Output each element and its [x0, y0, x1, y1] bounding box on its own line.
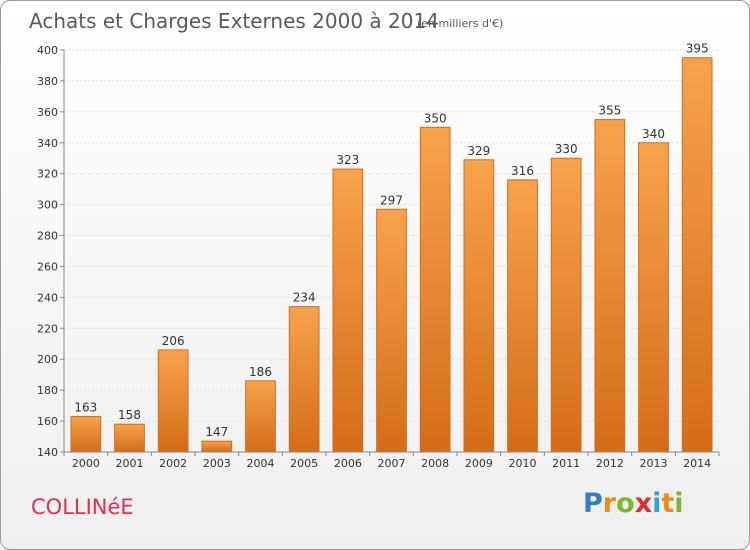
bar-2014 [681, 57, 713, 453]
x-tick-label-2000: 2000 [72, 457, 100, 470]
y-tick-label: 140 [37, 446, 58, 459]
bar-2009 [463, 159, 495, 453]
bar-2002 [157, 349, 189, 453]
value-label-2007: 297 [380, 193, 403, 207]
y-tick-label: 320 [37, 168, 58, 181]
y-tick-label: 160 [37, 415, 58, 428]
value-label-2012: 355 [598, 104, 621, 118]
x-tick-label-2011: 2011 [552, 457, 580, 470]
value-label-2001: 158 [118, 408, 141, 422]
y-tick-label: 300 [37, 199, 58, 212]
x-tick-label-2008: 2008 [421, 457, 449, 470]
value-label-2010: 316 [511, 164, 534, 178]
value-label-2009: 329 [467, 144, 490, 158]
y-tick-label: 180 [37, 384, 58, 397]
bar-2008 [419, 126, 451, 453]
bar-2000 [70, 415, 102, 453]
chart-subtitle: (en milliers d'€) [417, 17, 503, 30]
value-label-2003: 147 [205, 425, 228, 439]
chart-title: Achats et Charges Externes 2000 à 2014 [29, 9, 439, 33]
bar-2011 [550, 157, 582, 453]
x-tick-label-2001: 2001 [116, 457, 144, 470]
bar-2003 [201, 440, 233, 453]
value-label-2011: 330 [555, 142, 578, 156]
y-tick-label: 280 [37, 230, 58, 243]
bar-2007 [376, 208, 407, 453]
value-label-2000: 163 [74, 400, 97, 414]
proxiti-logo[interactable]: Proxiti [583, 488, 684, 519]
bar-2004 [245, 380, 276, 453]
y-tick-label: 360 [37, 106, 58, 119]
logo-letter: i [674, 488, 684, 519]
logo-letter: t [661, 488, 675, 519]
bar-2001 [114, 423, 145, 453]
x-tick-label-2007: 2007 [378, 457, 406, 470]
y-tick-label: 400 [37, 44, 58, 57]
x-tick-label-2003: 2003 [203, 457, 231, 470]
bar-2013 [638, 142, 669, 453]
value-label-2013: 340 [642, 127, 665, 141]
bar-2012 [594, 119, 626, 453]
logo-letter: r [602, 488, 617, 519]
value-labels: 163 158 206 147 186 234 323 297 350 329 316 330 355 3… [74, 42, 708, 439]
value-label-2008: 350 [424, 111, 447, 125]
value-label-2004: 186 [249, 365, 272, 379]
value-label-2002: 206 [162, 334, 185, 348]
x-tick-label-2004: 2004 [247, 457, 275, 470]
x-tick-label-2009: 2009 [465, 457, 493, 470]
y-axis-ticks: 140 160 180 200 220 240 260 280 300 320 340 360 380 4… [37, 44, 64, 459]
logo-letter: x [634, 488, 653, 519]
value-label-2014: 395 [686, 42, 709, 56]
x-tick-label-2012: 2012 [596, 457, 624, 470]
x-tick-label-2013: 2013 [640, 457, 668, 470]
commune-name: COLLINéE [31, 495, 134, 519]
x-axis-ticks: 2000 2001 2002 2003 2004 2005 2006 2007 2008 2009… [63, 452, 720, 470]
x-tick-label-2010: 2010 [509, 457, 537, 470]
x-tick-label-2002: 2002 [159, 457, 187, 470]
logo-letter: P [583, 488, 603, 519]
x-tick-label-2006: 2006 [334, 457, 362, 470]
y-tick-label: 260 [37, 260, 58, 273]
bar-2006 [332, 168, 364, 453]
logo-letter: o [616, 488, 635, 519]
bars [70, 57, 713, 453]
y-tick-label: 200 [37, 353, 58, 366]
y-tick-label: 340 [37, 137, 58, 150]
value-label-2005: 234 [293, 291, 316, 305]
logo-letter: i [652, 488, 662, 519]
bar-2005 [288, 306, 320, 453]
x-tick-label-2014: 2014 [683, 457, 711, 470]
y-tick-label: 240 [37, 291, 58, 304]
x-tick-label-2005: 2005 [290, 457, 318, 470]
y-tick-label: 380 [37, 75, 58, 88]
bar-2010 [507, 179, 538, 453]
value-label-2006: 323 [336, 153, 359, 167]
y-tick-label: 220 [37, 322, 58, 335]
